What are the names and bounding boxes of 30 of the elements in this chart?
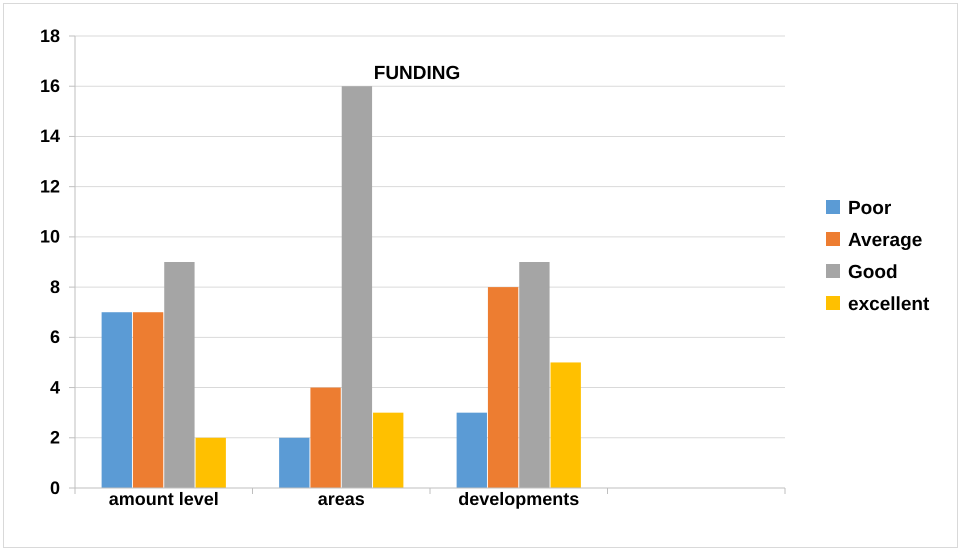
bar [132,312,164,488]
y-tick-label: 16 [40,76,60,96]
x-tick-label: areas [318,489,365,509]
bar [164,262,195,488]
text: FUNDING [374,63,460,84]
bar [550,362,581,488]
y-tick-label: 18 [40,26,60,46]
y-tick-label: 10 [40,226,60,247]
x-tick-label: developments [458,489,580,509]
y-tick-label: 12 [40,176,60,196]
y-tick-label: 4 [50,377,60,398]
y-tick-label: 6 [50,327,60,348]
y-tick-label: 14 [40,126,60,146]
bar [310,388,341,488]
bar [196,438,226,488]
bar [102,312,132,488]
bar [342,86,372,488]
legend-label: Poor [848,198,892,219]
y-tick-label: 2 [50,428,60,448]
x-tick-label: amount level [108,489,219,509]
y-tick-label: 8 [50,276,60,297]
legend-label: Average [848,230,922,251]
bar [488,287,518,488]
bar [279,438,310,488]
bar [373,412,404,488]
bar [456,412,487,488]
y-tick-label: 0 [50,478,60,498]
legend-label: Good [848,262,898,283]
legend-label: excellent [848,294,930,315]
bar [519,262,550,488]
